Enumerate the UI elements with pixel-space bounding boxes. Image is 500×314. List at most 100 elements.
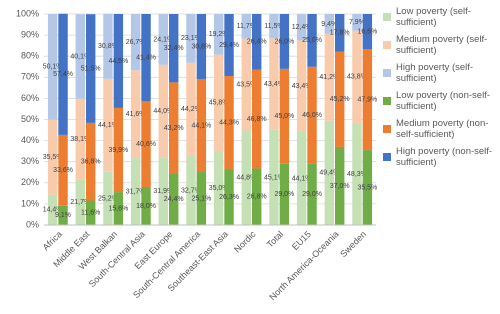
x-tick-label: Sweden <box>338 229 368 259</box>
value-label: 24,4% <box>164 196 184 203</box>
bar-segment <box>58 134 68 206</box>
value-label: 26,7% <box>126 39 146 46</box>
legend-item: Low poverty (self-sufficient) <box>383 6 498 28</box>
bar-segment <box>86 14 96 123</box>
value-label: 44,0% <box>153 108 173 115</box>
value-label: 32,4% <box>164 45 184 52</box>
value-label: 50,1% <box>43 64 63 71</box>
bar-segment <box>241 14 251 39</box>
value-label: 41,4% <box>136 55 156 62</box>
bar-segment <box>241 38 251 131</box>
bar-segment <box>224 14 234 77</box>
value-label: 7,9% <box>349 19 365 26</box>
value-label: 49,4% <box>319 170 339 177</box>
bar-segment <box>269 14 279 39</box>
y-tick-label: 70% <box>21 72 39 82</box>
x-tick-label: Nordic <box>232 229 258 255</box>
value-label: 14,4% <box>43 207 63 214</box>
bar-segment <box>47 14 58 120</box>
bar-segment <box>324 120 334 225</box>
bar-segment <box>307 163 317 225</box>
bar-segment <box>103 13 113 79</box>
bar-segment <box>113 192 124 225</box>
bar-segment <box>362 150 373 225</box>
value-label: 21,7% <box>70 199 90 206</box>
bar-segment <box>169 82 179 174</box>
value-label: 35,5% <box>43 154 63 161</box>
value-label: 36,8% <box>81 159 101 166</box>
legend-swatch <box>383 13 391 21</box>
bar-segment <box>130 14 141 71</box>
bar-segment <box>113 14 124 108</box>
legend-item: Medium poverty (self-sufficient) <box>383 34 498 56</box>
value-label: 45,8% <box>209 100 229 107</box>
bar-segment <box>324 14 334 34</box>
y-tick-label: 10% <box>21 198 39 208</box>
value-label: 35,5% <box>357 184 377 191</box>
value-label: 9,4% <box>321 21 337 28</box>
x-tick-label: Africa <box>41 229 64 252</box>
value-label: 33,6% <box>53 167 73 174</box>
value-label: 43,4% <box>292 83 312 90</box>
legend-item: High poverty (non-self-sufficient) <box>383 146 498 168</box>
bar-segment <box>324 33 334 121</box>
bar-segment <box>279 14 290 69</box>
y-tick-label: 0% <box>26 219 39 229</box>
y-tick-label: 90% <box>21 29 39 39</box>
bar-segment <box>58 205 68 225</box>
bar-segment <box>103 171 113 225</box>
bar-segment <box>296 131 307 225</box>
bar-segment <box>186 14 196 63</box>
value-label: 32,7% <box>181 187 201 194</box>
value-label: 29,0% <box>302 191 322 198</box>
value-label: 41,6% <box>126 111 146 118</box>
legend-swatch <box>383 153 391 161</box>
bar-segment <box>86 122 96 201</box>
bar-segment <box>213 14 224 55</box>
bar-segment <box>75 14 85 99</box>
value-label: 45,2% <box>330 96 350 103</box>
bar-segment <box>86 200 96 225</box>
legend-item: Low poverty (non-self-sufficient) <box>383 90 498 112</box>
value-label: 11,6% <box>81 210 100 217</box>
y-tick-label: 100% <box>16 8 39 18</box>
value-label: 9,1% <box>55 212 71 219</box>
value-label: 26,0% <box>274 38 294 45</box>
value-label: 44,1% <box>292 175 312 182</box>
value-label: 30,8% <box>98 43 118 50</box>
bar-segment <box>158 14 168 65</box>
bar-segment <box>47 119 58 195</box>
bar-segment <box>352 123 362 225</box>
bar-segment <box>213 54 224 152</box>
legend-swatch <box>383 97 391 105</box>
bar-segment <box>296 40 307 132</box>
bar-segment <box>307 66 317 164</box>
value-label: 25,2% <box>98 195 118 202</box>
value-label: 44,2% <box>181 106 201 113</box>
bar-segment <box>196 172 207 225</box>
value-label: 29,4% <box>219 42 239 49</box>
value-label: 40,1% <box>70 53 90 60</box>
legend-swatch <box>383 41 391 49</box>
value-label: 44,5% <box>108 58 128 65</box>
bar-segment <box>196 14 207 79</box>
value-label: 23,1% <box>181 35 201 42</box>
value-label: 18,0% <box>136 203 156 210</box>
value-label: 24,1% <box>153 36 173 43</box>
bar-segment <box>335 14 345 52</box>
bar-segment <box>224 169 234 225</box>
bar-segment <box>279 163 290 225</box>
legend-label: Medium poverty (non-self-sufficient) <box>396 118 489 140</box>
value-label: 11,7% <box>237 23 256 30</box>
value-label: 17,8% <box>330 30 350 37</box>
bar-segment <box>75 98 85 180</box>
value-label: 47,9% <box>357 96 377 103</box>
bar-segment <box>186 62 196 157</box>
bar-segment <box>130 158 141 225</box>
value-label: 31,7% <box>126 188 146 195</box>
bar-segment <box>75 179 85 225</box>
y-tick-label: 60% <box>21 93 39 103</box>
value-label: 12,4% <box>292 24 312 31</box>
value-label: 25,0% <box>302 37 322 44</box>
